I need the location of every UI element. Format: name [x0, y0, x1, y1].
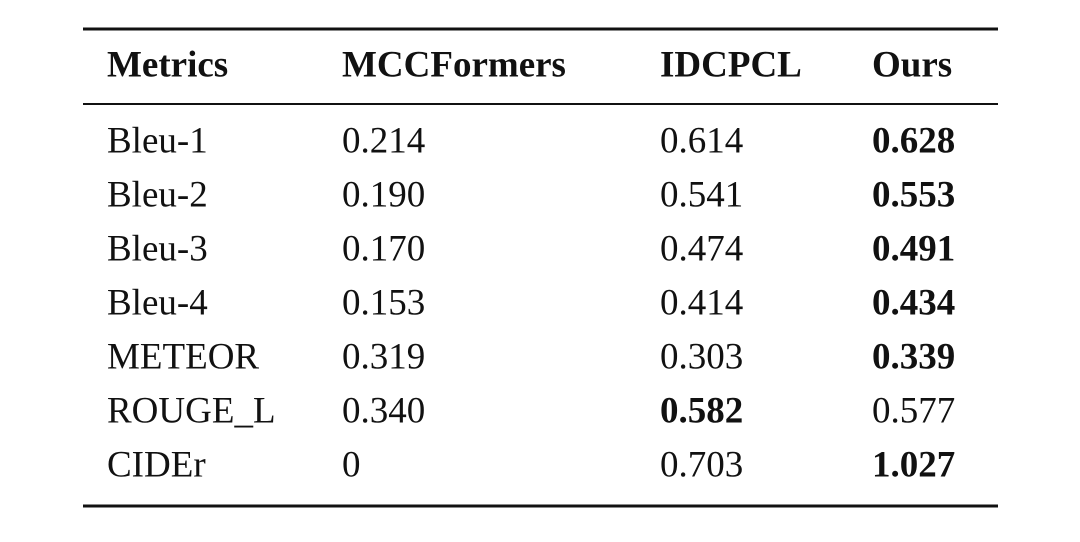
score-cell: 0.319 [342, 336, 425, 377]
score-cell: 0.703 [660, 444, 743, 485]
score-cell: 0.190 [342, 174, 425, 215]
score-cell: 0 [342, 444, 361, 485]
metric-name: Bleu-1 [107, 120, 208, 161]
metric-name: Bleu-2 [107, 174, 208, 215]
metric-name: Bleu-3 [107, 228, 208, 269]
score-cell: 0.541 [660, 174, 743, 215]
score-cell: 0.170 [342, 228, 425, 269]
score-cell: 0.414 [660, 282, 743, 323]
score-cell: 0.303 [660, 336, 743, 377]
score-cell: 0.434 [872, 282, 955, 323]
score-cell: 0.553 [872, 174, 955, 215]
header-cell: IDCPCL [660, 44, 802, 85]
metric-name: METEOR [107, 336, 259, 377]
score-cell: 0.340 [342, 390, 425, 431]
metric-name: Bleu-4 [107, 282, 208, 323]
score-cell: 0.628 [872, 120, 955, 161]
metric-name: ROUGE_L [107, 390, 276, 431]
metric-name: CIDEr [107, 444, 206, 485]
score-cell: 0.474 [660, 228, 743, 269]
score-cell: 0.153 [342, 282, 425, 323]
score-cell: 0.214 [342, 120, 425, 161]
score-cell: 1.027 [872, 444, 955, 485]
header-cell: Ours [872, 44, 952, 85]
score-cell: 0.582 [660, 390, 743, 431]
score-cell: 0.491 [872, 228, 955, 269]
score-cell: 0.614 [660, 120, 743, 161]
header-cell: MCCFormers [342, 44, 566, 85]
score-cell: 0.339 [872, 336, 955, 377]
score-cell: 0.577 [872, 390, 955, 431]
header-cell: Metrics [107, 44, 228, 85]
